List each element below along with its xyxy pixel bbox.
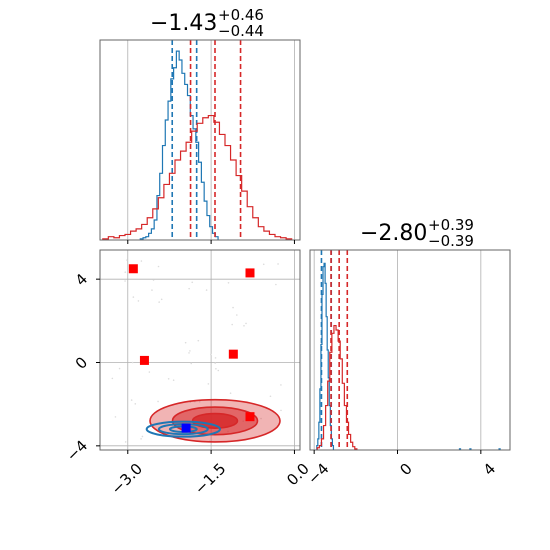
scatter-point <box>158 301 160 303</box>
scatter-point <box>160 298 163 301</box>
scatter-point <box>151 289 153 291</box>
scatter-point <box>188 352 190 354</box>
title-value: −1.43 <box>150 11 217 36</box>
scatter-point <box>277 263 279 265</box>
scatter-point <box>124 280 126 282</box>
scatter-point <box>148 371 151 373</box>
histogram-series <box>316 262 501 450</box>
scatter-point <box>232 306 234 309</box>
scatter-point <box>118 367 121 370</box>
red-marker <box>245 268 255 278</box>
scatter-point <box>217 369 220 372</box>
scatter-point <box>231 323 233 326</box>
scatter-point <box>197 339 200 342</box>
panel-title: −1.43 <box>150 11 217 36</box>
red-marker <box>139 355 149 365</box>
scatter-point <box>167 378 170 380</box>
x-tick-label: −1.5 <box>191 460 229 498</box>
y-tick-label: 4 <box>72 270 91 289</box>
scatter-point <box>132 296 135 298</box>
scatter-point <box>172 379 175 381</box>
red-marker <box>128 264 138 274</box>
scatter-point <box>209 353 212 356</box>
x-tick-label: 0 <box>396 460 415 479</box>
scatter-point <box>157 400 159 403</box>
panel-title: −2.80 <box>360 221 427 246</box>
scatter-point <box>134 403 137 405</box>
scatter-point <box>140 260 143 262</box>
scatter-point <box>198 400 201 403</box>
scatter-point <box>227 281 230 284</box>
red-contour-level <box>191 412 239 429</box>
scatter-point <box>124 441 127 443</box>
scatter-point <box>214 362 217 364</box>
scatter-point <box>236 314 238 316</box>
scatter-point <box>245 322 247 325</box>
y-tick-label: 0 <box>72 353 91 372</box>
scatter-point <box>243 324 245 327</box>
scatter-point <box>124 271 127 273</box>
scatter-point <box>188 287 190 290</box>
title-lower-error: −0.44 <box>218 22 264 40</box>
title-lower-error: −0.39 <box>428 232 474 250</box>
scatter-point <box>214 357 217 359</box>
blue-contour-level <box>145 420 221 438</box>
panel-frame <box>99 249 301 451</box>
bottom-left-contour-panel: −3.0 −1.5 0.040−4 <box>63 249 313 498</box>
scatter-point <box>207 383 210 385</box>
scatter-point <box>280 384 282 386</box>
scatter-point <box>157 265 160 268</box>
panel-frame <box>309 249 511 451</box>
scatter-point <box>130 399 133 401</box>
scatter-point <box>111 377 114 380</box>
scatter-point <box>137 300 140 302</box>
x-tick-label: 4 <box>480 460 499 479</box>
red-marker <box>228 349 238 359</box>
bottom-right-histogram-panel: −4 0 4 −2.80 +0.39−0.39 <box>304 216 511 488</box>
title-value: −2.80 <box>360 221 427 246</box>
scatter-point <box>215 368 217 370</box>
scatter-point <box>269 395 272 398</box>
scatter-point <box>275 283 277 286</box>
scatter-point <box>126 259 128 261</box>
y-tick-label: −4 <box>63 437 91 465</box>
histogram-series <box>316 324 358 450</box>
blue-marker <box>181 423 191 433</box>
title-upper-error: +0.46 <box>218 6 264 24</box>
scatter-point <box>114 416 117 418</box>
scatter-point <box>262 263 265 266</box>
x-tick-label: −3.0 <box>108 460 146 498</box>
histogram-series <box>102 114 293 240</box>
scatter-point <box>191 281 194 284</box>
scatter-point <box>190 362 193 365</box>
scatter-point <box>152 279 155 281</box>
top-left-histogram-panel: −1.43 +0.46−0.44 <box>99 6 301 244</box>
panel-frame <box>99 39 301 241</box>
scatter-point <box>260 417 262 420</box>
scatter-point <box>184 341 187 344</box>
scatter-point <box>131 361 134 364</box>
title-upper-error: +0.39 <box>428 216 474 234</box>
scatter-point <box>280 409 282 412</box>
scatter-point <box>229 392 232 394</box>
red-marker <box>245 412 255 422</box>
histogram-series <box>139 50 219 240</box>
scatter-point <box>189 350 191 352</box>
scatter-point <box>205 289 208 291</box>
x-tick-label: −4 <box>304 460 332 488</box>
scatter-point <box>141 435 144 438</box>
scatter-point <box>140 438 142 440</box>
